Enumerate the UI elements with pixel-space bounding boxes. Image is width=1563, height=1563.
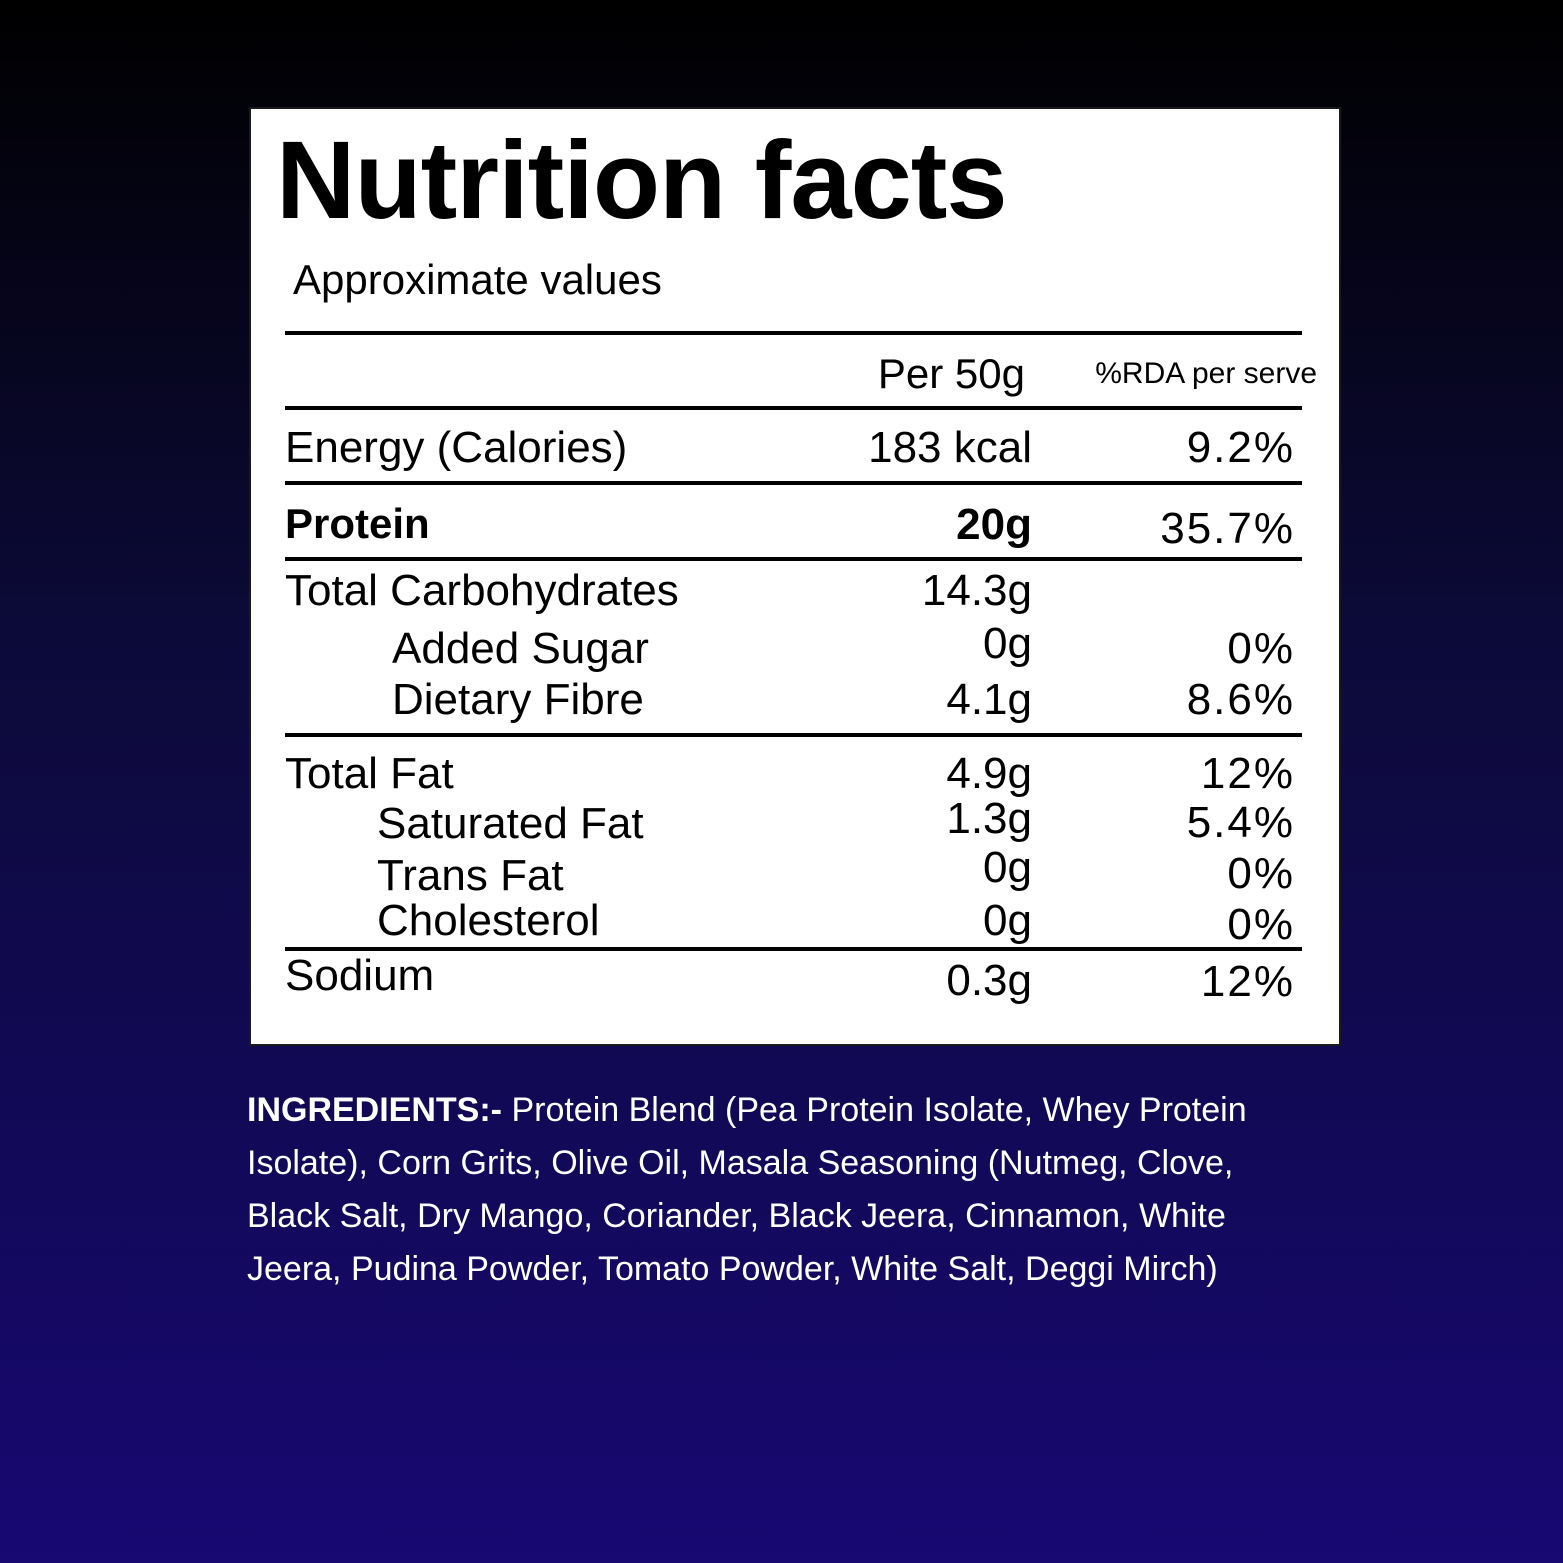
row-protein-rda: 35.7% — [1160, 504, 1295, 553]
row-carbs-label: Total Carbohydrates — [285, 566, 679, 615]
row-cholesterol-label: Cholesterol — [377, 896, 600, 945]
row-energy-label: Energy (Calories) — [285, 423, 628, 472]
divider-header — [285, 406, 1302, 410]
row-fat-rda: 12% — [1200, 749, 1295, 798]
row-satfat-amount: 1.3g — [946, 794, 1032, 843]
row-carbs-amount: 14.3g — [921, 566, 1032, 615]
row-sugar-label: Added Sugar — [392, 624, 649, 673]
row-fibre-amount: 4.1g — [946, 675, 1032, 724]
nutrition-title: Nutrition facts — [276, 119, 1008, 242]
column-header-amount: Per 50g — [877, 350, 1025, 397]
row-fat-label: Total Fat — [285, 749, 454, 798]
row-fibre-rda: 8.6% — [1186, 675, 1295, 724]
row-fibre-label: Dietary Fibre — [392, 675, 644, 724]
row-sodium-label: Sodium — [285, 951, 435, 1000]
divider-energy — [285, 481, 1302, 485]
row-cholesterol-amount: 0g — [983, 896, 1032, 945]
row-transfat-rda: 0% — [1227, 849, 1295, 898]
row-energy-amount: 183 kcal — [868, 423, 1032, 472]
ingredients-text: INGREDIENTS:- Protein Blend (Pea Protein… — [247, 1084, 1307, 1296]
nutrition-subtitle: Approximate values — [293, 256, 662, 303]
row-satfat-label: Saturated Fat — [377, 799, 644, 848]
ingredients-label: INGREDIENTS:- — [247, 1091, 502, 1129]
divider-carbs — [285, 733, 1302, 737]
row-transfat-amount: 0g — [983, 843, 1032, 892]
divider-fat — [285, 947, 1302, 951]
row-protein-amount: 20g — [956, 500, 1032, 549]
row-sodium-amount: 0.3g — [946, 956, 1032, 1005]
row-cholesterol-rda: 0% — [1227, 900, 1295, 949]
nutrition-facts-panel: Nutrition facts Approximate values Per 5… — [249, 107, 1341, 1046]
row-transfat-label: Trans Fat — [377, 851, 564, 900]
row-energy-rda: 9.2% — [1186, 423, 1295, 472]
divider-top — [285, 331, 1302, 335]
row-sodium-rda: 12% — [1200, 957, 1295, 1006]
row-protein-label: Protein — [285, 500, 430, 547]
column-header-rda: %RDA per serve — [1095, 357, 1317, 390]
row-sugar-amount: 0g — [983, 619, 1032, 668]
row-satfat-rda: 5.4% — [1186, 798, 1295, 847]
ingredients-list: Protein Blend (Pea Protein Isolate, Whey… — [247, 1091, 1247, 1288]
divider-protein — [285, 557, 1302, 561]
row-sugar-rda: 0% — [1227, 624, 1295, 673]
row-fat-amount: 4.9g — [946, 749, 1032, 798]
